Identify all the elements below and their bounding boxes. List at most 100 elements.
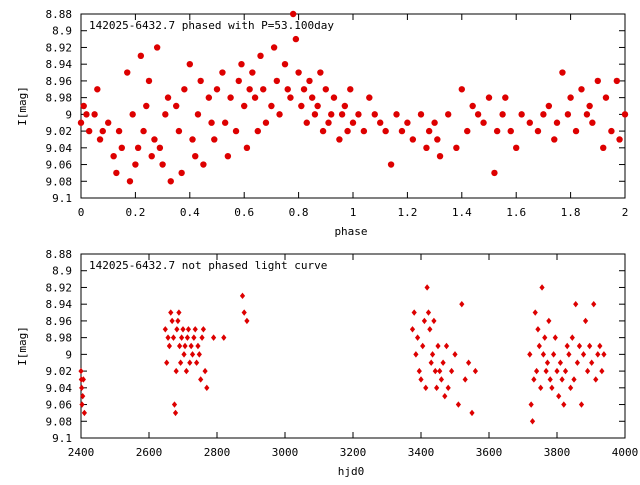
chart2-data-point — [185, 326, 192, 333]
chart1-data-point — [480, 119, 487, 126]
chart1-data-point — [526, 119, 533, 126]
chart2-data-point — [241, 309, 247, 316]
chart1-data-point — [276, 111, 283, 118]
chart2-data-point — [551, 351, 557, 358]
chart1-xtick-label: 0 — [78, 206, 85, 219]
chart1-xtick-label: 1.8 — [561, 206, 581, 219]
chart2-data-point — [571, 376, 577, 383]
chart2-data-point — [411, 309, 417, 316]
chart2-data-point — [80, 376, 86, 383]
chart2-ytick-label: 8.94 — [46, 298, 73, 311]
chart2-data-point — [539, 284, 545, 291]
chart1-data-point — [197, 77, 204, 85]
chart2-data-point — [568, 384, 574, 392]
chart1-data-point — [126, 178, 134, 185]
chart2-data-point — [195, 342, 201, 350]
chart1-data-point — [567, 94, 574, 101]
chart1-xtick-label: 1.2 — [397, 206, 417, 219]
chart2-data-point — [434, 384, 440, 392]
chart2-data-point — [416, 367, 422, 375]
chart2-data-point — [204, 384, 210, 392]
chart1-data-point — [474, 111, 482, 118]
chart2-data-point — [196, 351, 202, 358]
chart2-data-point — [443, 342, 450, 350]
chart2-data-point — [435, 342, 441, 350]
chart1-x-axis-label: phase — [334, 225, 367, 238]
chart1-data-point — [507, 127, 514, 135]
chart2-data-point — [552, 334, 558, 341]
chart2-data-point — [162, 326, 168, 333]
chart1-xtick-label: 2 — [622, 206, 629, 219]
chart2-data-point — [194, 359, 200, 366]
chart1-data-point — [96, 136, 104, 143]
chart2-data-point — [424, 284, 430, 291]
chart1-data-point — [140, 127, 147, 135]
chart2-data-point — [78, 367, 84, 375]
chart1-data-point — [175, 127, 183, 135]
chart2-data-point — [432, 367, 438, 375]
chart2-data-point — [535, 326, 541, 333]
chart1-y-axis-label: I[mag] — [16, 86, 29, 126]
chart2-data-point — [79, 384, 85, 392]
chart1-data-point — [262, 119, 270, 126]
chart1-data-point — [355, 111, 362, 118]
chart1-data-point — [502, 94, 509, 101]
chart1-data-point — [167, 178, 174, 185]
chart2-data-point — [554, 367, 560, 375]
chart2-data-point — [187, 359, 193, 366]
chart1-data-point — [246, 86, 253, 93]
chart1-data-point — [148, 152, 155, 160]
chart1-data-point — [134, 144, 142, 152]
chart1-xtick-label: 1 — [350, 206, 357, 219]
chart1-data-point — [153, 44, 161, 51]
chart2-data-point — [582, 317, 589, 325]
chart1-data-point — [124, 69, 131, 76]
chart1-data-point — [551, 136, 558, 143]
chart1-data-point — [377, 119, 384, 126]
chart2-data-point — [452, 351, 458, 358]
chart2-data-point — [542, 334, 548, 341]
chart2-data-point — [543, 367, 549, 375]
chart1-data-point — [118, 144, 126, 152]
chart1-data-point — [387, 161, 395, 168]
chart1-data-point — [80, 102, 87, 110]
chart1-data-point — [173, 102, 180, 110]
chart1-data-point — [366, 94, 373, 101]
chart1-data-point — [181, 86, 188, 93]
chart2-data-point — [576, 342, 583, 350]
chart1-data-point — [306, 77, 313, 85]
chart1-data-point — [464, 127, 471, 135]
chart2-data-point — [81, 409, 87, 417]
chart2-data-point — [182, 342, 188, 350]
chart1-data-point — [243, 144, 251, 152]
chart2-data-point — [597, 342, 603, 350]
chart2-data-point — [221, 334, 227, 341]
chart1-xtick-label: 1.4 — [452, 206, 472, 219]
chart2-ytick-label: 9.04 — [46, 382, 73, 395]
chart1-data-point — [227, 94, 234, 101]
chart1-data-point — [298, 102, 305, 110]
chart2-data-point — [529, 418, 536, 425]
chart1-data-point — [493, 127, 501, 135]
chart1-data-point — [458, 86, 465, 93]
chart2-data-point — [540, 351, 546, 358]
chart1-data-point — [616, 136, 623, 143]
chart2-data-point — [538, 384, 544, 392]
chart1-data-point — [145, 77, 153, 85]
chart1-data-point — [534, 127, 542, 135]
chart1-data-point — [513, 144, 520, 152]
chart1-data-point — [417, 111, 425, 118]
chart1-data-point — [132, 161, 139, 168]
chart1-xtick-label: 0.2 — [125, 206, 145, 219]
chart1-data-point — [613, 77, 621, 85]
chart1-data-point — [99, 127, 106, 135]
chart1-data-point — [393, 111, 400, 118]
chart1-data-point — [83, 111, 90, 118]
chart1-data-point — [300, 86, 308, 93]
chart2-data-point — [527, 351, 533, 358]
chart2-data-point — [423, 384, 429, 392]
chart2-data-point — [173, 367, 179, 375]
chart2-data-point — [562, 367, 569, 375]
chart1-points — [77, 10, 629, 185]
chart2-data-point — [178, 359, 184, 366]
